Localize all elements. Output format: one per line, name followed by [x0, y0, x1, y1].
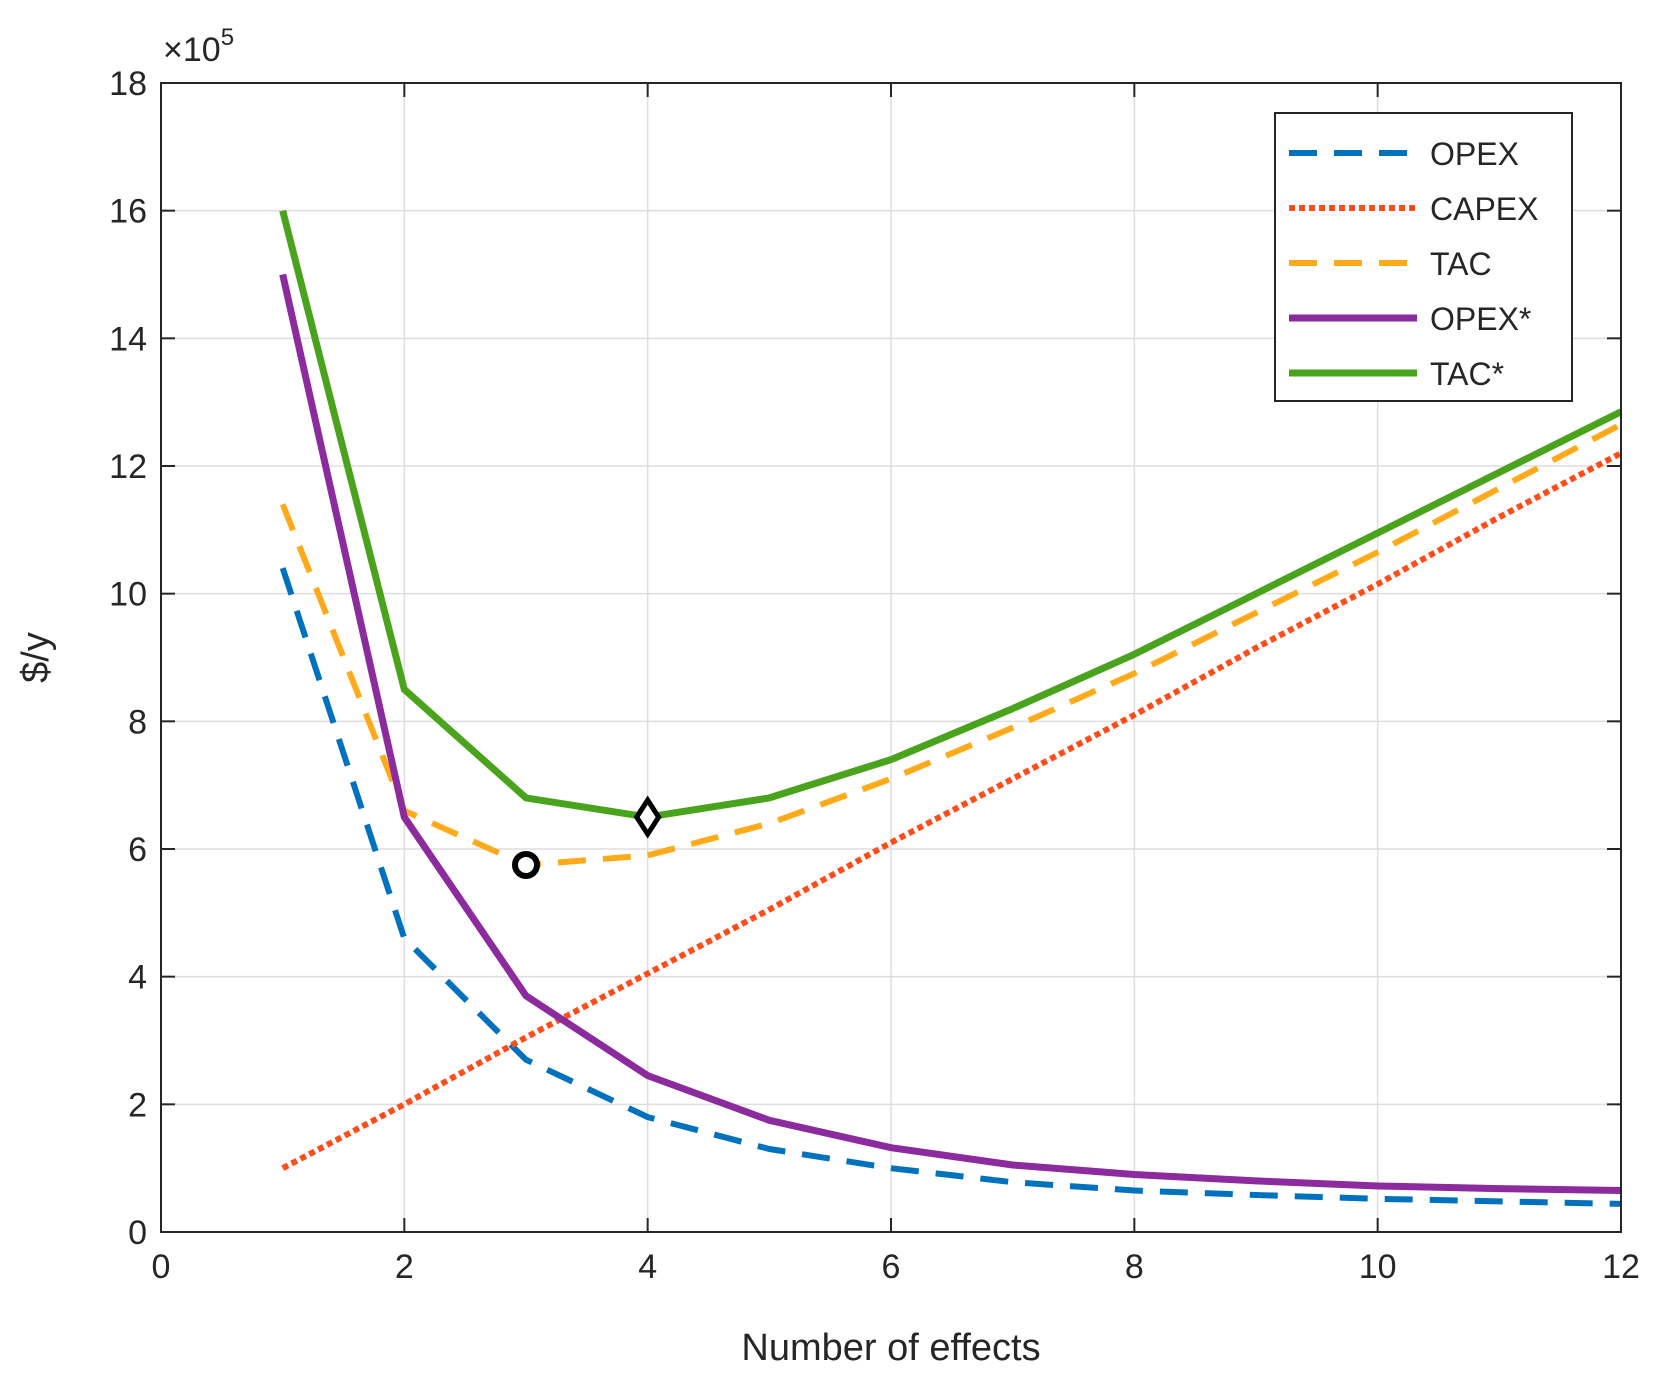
y-exponent-base: ×10: [163, 31, 221, 69]
x-tick-label-10: 10: [1359, 1248, 1397, 1286]
y-axis-title: $/y: [15, 632, 57, 683]
y-tick-label-14: 14: [109, 320, 147, 358]
y-tick-label-0: 0: [128, 1214, 147, 1252]
y-tick-label-4: 4: [128, 959, 147, 997]
series-line-tac: [279, 421, 1623, 868]
y-tick-label-10: 10: [109, 576, 147, 614]
ticks: [160, 82, 1622, 1233]
legend-label-3: OPEX*: [1430, 301, 1531, 337]
y-tick-label-12: 12: [109, 448, 147, 486]
legend-label-0: OPEX: [1430, 136, 1519, 172]
x-tick-label-0: 0: [152, 1248, 171, 1286]
y-tick-label-2: 2: [128, 1086, 147, 1124]
y-exponent-label: ×105: [163, 24, 234, 69]
x-tick-label-8: 8: [1125, 1248, 1144, 1286]
y-tick-label-16: 16: [109, 193, 147, 231]
series-line-opex-star: [279, 273, 1622, 1194]
x-axis-title: Number of effects: [741, 1327, 1040, 1369]
x-tick-label-2: 2: [395, 1248, 414, 1286]
marker-circle-tac-min: [512, 850, 540, 879]
legend-box: [1274, 112, 1573, 402]
x-tick-label-4: 4: [638, 1248, 657, 1286]
series-line-capex: [281, 450, 1623, 1171]
series-layer: [279, 209, 1623, 1207]
legend-label-4: TAC*: [1430, 356, 1504, 392]
y-tick-label-18: 18: [109, 65, 147, 103]
x-tick-label-6: 6: [882, 1248, 901, 1286]
marker-layer: [512, 795, 662, 879]
series-line-opex: [279, 567, 1622, 1207]
x-tick-label-12: 12: [1602, 1248, 1640, 1286]
series-line-tac-star: [279, 209, 1623, 821]
legend-label-1: CAPEX: [1430, 191, 1538, 227]
legend-label-2: TAC: [1430, 246, 1492, 282]
tick-labels: 0 2 4 6 8 10 12 0 2 4 6 8 10 12 14 16 18: [109, 65, 1640, 1286]
y-tick-label-6: 6: [128, 831, 147, 869]
marker-diamond-tac-star-min: [633, 795, 662, 839]
y-tick-label-8: 8: [128, 703, 147, 741]
legend: OPEX CAPEX TAC OPEX* TAC*: [1274, 112, 1573, 402]
grid: [161, 83, 1621, 1232]
y-exponent-power: 5: [221, 24, 234, 51]
